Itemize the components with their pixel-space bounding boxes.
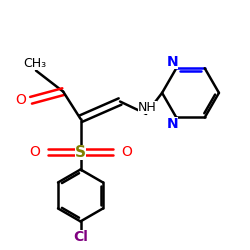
- Text: S: S: [75, 145, 86, 160]
- Text: NH: NH: [138, 101, 156, 114]
- Text: O: O: [121, 145, 132, 159]
- Text: O: O: [16, 93, 26, 107]
- Text: Cl: Cl: [73, 230, 88, 244]
- Text: CH₃: CH₃: [23, 57, 46, 70]
- Text: N: N: [167, 55, 178, 69]
- Text: N: N: [167, 117, 178, 131]
- Text: O: O: [29, 145, 40, 159]
